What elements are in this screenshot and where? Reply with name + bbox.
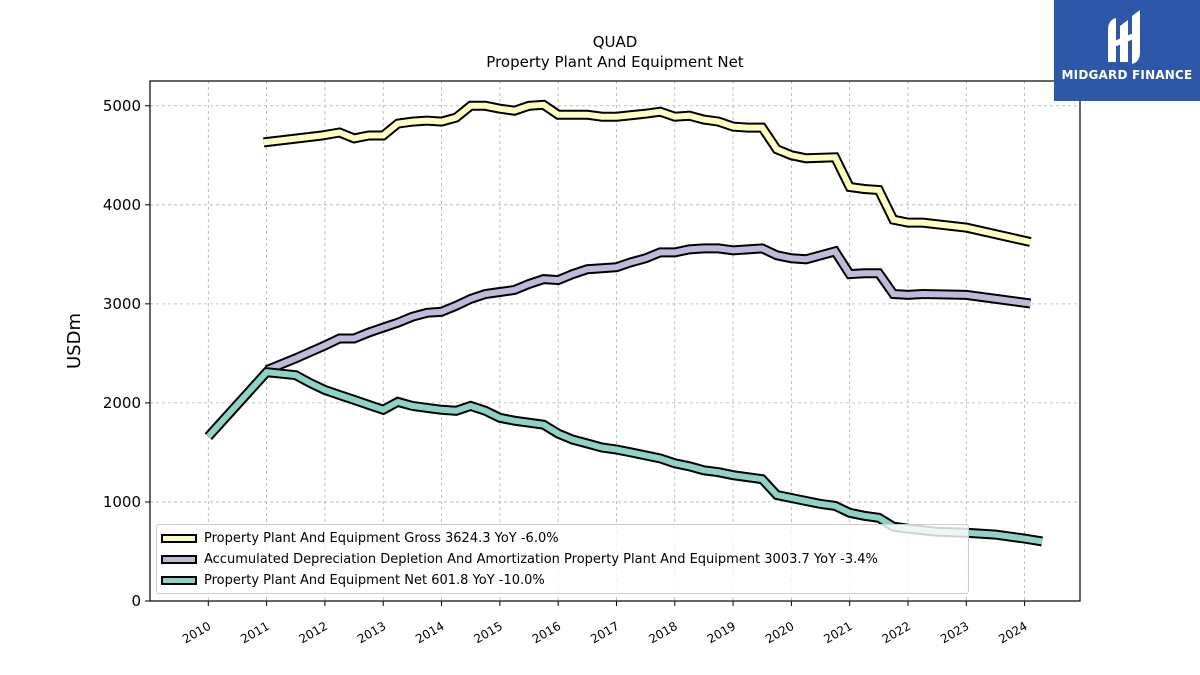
y-tick-label: 0 [131, 592, 141, 610]
y-axis-label: USDm [64, 313, 85, 369]
legend-label-depreciation: Accumulated Depreciation Depletion And A… [204, 551, 878, 567]
grid-lines [150, 81, 1080, 602]
chart-title: QUAD [593, 33, 638, 51]
chart-subtitle: Property Plant And Equipment Net [486, 53, 743, 71]
x-tick-label: 2018 [646, 619, 679, 646]
brand-name: MIDGARD FINANCE [1061, 68, 1193, 82]
x-tick-label: 2010 [180, 619, 213, 646]
legend-item-depreciation: Accumulated Depreciation Depletion And A… [161, 550, 878, 568]
x-tick-label: 2014 [413, 619, 446, 646]
brand-logo: MIDGARD FINANCE [1054, 0, 1200, 101]
x-tick-label: 2017 [588, 619, 621, 646]
legend-label-net: Property Plant And Equipment Net 601.8 Y… [204, 572, 545, 588]
y-tick-label: 1000 [103, 493, 141, 511]
midgard-logo-icon [1108, 10, 1140, 64]
legend-item-net: Property Plant And Equipment Net 601.8 Y… [161, 571, 545, 589]
x-tick-label: 2022 [880, 619, 913, 646]
y-tick-label: 5000 [103, 97, 141, 115]
series-lines [204, 99, 1043, 547]
legend-item-gross: Property Plant And Equipment Gross 3624.… [161, 529, 559, 547]
series-outline-1 [264, 243, 1032, 375]
x-tick-label: 2015 [471, 619, 504, 646]
x-tick-label: 2023 [938, 619, 971, 646]
y-tick-label: 4000 [103, 196, 141, 214]
plot-frame [149, 80, 1081, 602]
legend-swatch-net [161, 575, 197, 585]
legend-label-gross: Property Plant And Equipment Gross 3624.… [204, 530, 559, 546]
chart-legend: Property Plant And Equipment Gross 3624.… [156, 524, 969, 594]
x-tick-label: 2019 [705, 619, 738, 646]
series-line-1 [265, 245, 1031, 373]
series-line-2 [206, 369, 1043, 545]
x-tick-label: 2013 [355, 619, 388, 646]
series-outline-2 [204, 366, 1043, 547]
y-tick-label: 2000 [103, 394, 141, 412]
legend-swatch-gross [161, 533, 197, 543]
x-tick-label: 2021 [821, 619, 854, 646]
x-tick-label: 2020 [763, 619, 796, 646]
x-tick-label: 2012 [297, 619, 330, 646]
y-tick-label: 3000 [103, 295, 141, 313]
series-line-0 [263, 101, 1032, 245]
legend-swatch-depreciation [161, 554, 197, 564]
x-tick-label: 2016 [530, 619, 563, 646]
x-tick-label: 2024 [996, 619, 1029, 646]
x-tick-label: 2011 [238, 619, 271, 646]
